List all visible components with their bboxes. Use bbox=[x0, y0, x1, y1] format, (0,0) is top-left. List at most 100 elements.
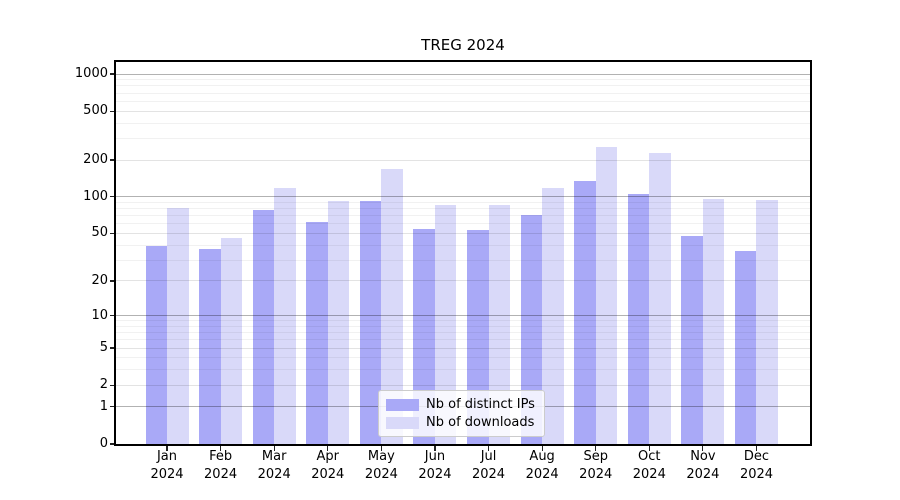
x-tick bbox=[166, 446, 168, 451]
bar-distinct-ips-may bbox=[359, 200, 382, 444]
x-tick-label: Nov 2024 bbox=[673, 448, 733, 484]
y-tick bbox=[109, 196, 114, 198]
bar-downloads-nov bbox=[702, 199, 725, 444]
x-tick bbox=[434, 446, 436, 451]
gridline-major bbox=[116, 73, 810, 75]
x-tick-label-line: Sep bbox=[583, 449, 608, 464]
bar-distinct-ips-dec bbox=[734, 250, 757, 444]
y-tick bbox=[109, 443, 114, 445]
y-tick-label: 1 bbox=[99, 398, 108, 414]
gridline-minor bbox=[116, 201, 810, 203]
x-tick-label-line: Apr bbox=[316, 449, 340, 464]
gridline-minor-labeled bbox=[116, 110, 810, 112]
legend: Nb of distinct IPs Nb of downloads bbox=[378, 390, 545, 437]
y-tick bbox=[109, 280, 114, 282]
bar-distinct-ips-oct bbox=[627, 193, 650, 444]
bar-distinct-ips-aug bbox=[520, 214, 543, 444]
bar-downloads-feb bbox=[220, 237, 243, 444]
x-tick-label: Jul 2024 bbox=[459, 448, 519, 484]
gridline-major bbox=[116, 315, 810, 317]
gridline-minor bbox=[116, 320, 810, 322]
y-tick-label: 20 bbox=[91, 272, 108, 288]
y-tick bbox=[109, 110, 114, 112]
y-tick bbox=[109, 159, 114, 161]
bar-downloads-aug bbox=[542, 188, 564, 444]
x-tick-label-line: Aug bbox=[529, 449, 555, 464]
x-tick bbox=[541, 446, 543, 451]
gridline-minor bbox=[116, 208, 810, 210]
bar-distinct-ips-feb bbox=[199, 249, 221, 444]
bar-distinct-ips-mar bbox=[252, 210, 275, 444]
x-tick bbox=[755, 446, 758, 451]
bar-downloads-jan bbox=[167, 208, 189, 444]
x-tick bbox=[380, 446, 382, 451]
x-tick-label-line: 2024 bbox=[311, 467, 345, 482]
x-tick-label-line: 2024 bbox=[579, 467, 613, 482]
gridline-minor bbox=[116, 369, 810, 371]
y-tick bbox=[109, 406, 114, 408]
gridline-minor-labeled bbox=[116, 280, 810, 282]
x-tick-label: Jun 2024 bbox=[405, 448, 465, 484]
x-tick bbox=[219, 446, 222, 451]
legend-item-downloads: Nb of downloads bbox=[386, 415, 535, 430]
bar-downloads-mar bbox=[274, 188, 296, 444]
y-tick-label: 100 bbox=[83, 188, 108, 204]
x-tick-label-line: May bbox=[367, 449, 395, 464]
x-tick-label: Jan 2024 bbox=[137, 448, 197, 484]
x-tick-label-line: 2024 bbox=[525, 467, 559, 482]
plot-spine-left bbox=[114, 60, 116, 446]
plot-spine-right bbox=[810, 60, 812, 446]
gridline-minor bbox=[116, 92, 810, 94]
x-tick-label: May 2024 bbox=[351, 448, 411, 484]
y-tick bbox=[109, 384, 114, 386]
legend-item-distinct-ips: Nb of distinct IPs bbox=[386, 397, 535, 412]
gridline-minor bbox=[116, 79, 810, 81]
gridline-minor bbox=[116, 357, 810, 359]
x-tick-label-line: Dec bbox=[743, 449, 770, 464]
y-tick-label: 0 bbox=[99, 436, 108, 451]
x-tick-label-line: 2024 bbox=[739, 467, 774, 482]
gridline-minor bbox=[116, 85, 810, 87]
x-tick-label-line: 2024 bbox=[204, 467, 238, 482]
x-tick-label: Sep 2024 bbox=[566, 448, 626, 484]
bar-downloads-jul bbox=[488, 205, 511, 444]
gridline-minor-labeled bbox=[116, 384, 810, 386]
x-tick bbox=[273, 446, 275, 451]
bar-distinct-ips-jan bbox=[145, 246, 167, 444]
x-tick-label-line: Mar bbox=[261, 449, 287, 464]
x-tick-label-line: Jul bbox=[480, 449, 497, 464]
gridline-minor bbox=[116, 223, 810, 225]
x-tick-label: Oct 2024 bbox=[619, 448, 679, 484]
gridline-major bbox=[116, 196, 810, 198]
x-tick-label-line: Feb bbox=[209, 449, 233, 464]
gridline-minor bbox=[116, 259, 810, 261]
x-tick-label: Dec 2024 bbox=[726, 448, 786, 484]
gridline-minor bbox=[116, 137, 810, 139]
x-tick-label: Feb 2024 bbox=[191, 448, 251, 484]
bar-downloads-jun bbox=[434, 205, 457, 444]
y-tick-label: 2 bbox=[99, 377, 108, 393]
y-tick-label: 1000 bbox=[74, 66, 108, 82]
y-tick-label: 500 bbox=[83, 103, 108, 119]
y-tick bbox=[109, 232, 114, 235]
x-tick-label-line: 2024 bbox=[686, 467, 720, 482]
y-tick-label: 5 bbox=[99, 340, 108, 356]
x-tick-label-line: Jan bbox=[156, 449, 178, 464]
x-tick-label: Aug 2024 bbox=[512, 448, 572, 484]
bar-distinct-ips-apr bbox=[306, 222, 328, 444]
x-tick-label-line: 2024 bbox=[418, 467, 452, 482]
x-tick-label-line: Nov bbox=[690, 449, 716, 464]
gridline-minor bbox=[116, 100, 810, 102]
bar-distinct-ips-sep bbox=[574, 180, 596, 444]
bar-distinct-ips-nov bbox=[681, 235, 703, 444]
bar-downloads-may bbox=[381, 168, 403, 444]
gridline-minor-labeled bbox=[116, 232, 810, 234]
plot-spine-top bbox=[114, 60, 812, 62]
x-tick-label-line: Jun bbox=[424, 449, 446, 464]
gridline-minor bbox=[116, 339, 810, 341]
bar-downloads-dec bbox=[756, 199, 778, 444]
x-tick-label-line: 2024 bbox=[632, 467, 666, 482]
gridline-minor bbox=[116, 325, 810, 327]
chart-title: TREG 2024 bbox=[421, 36, 505, 54]
